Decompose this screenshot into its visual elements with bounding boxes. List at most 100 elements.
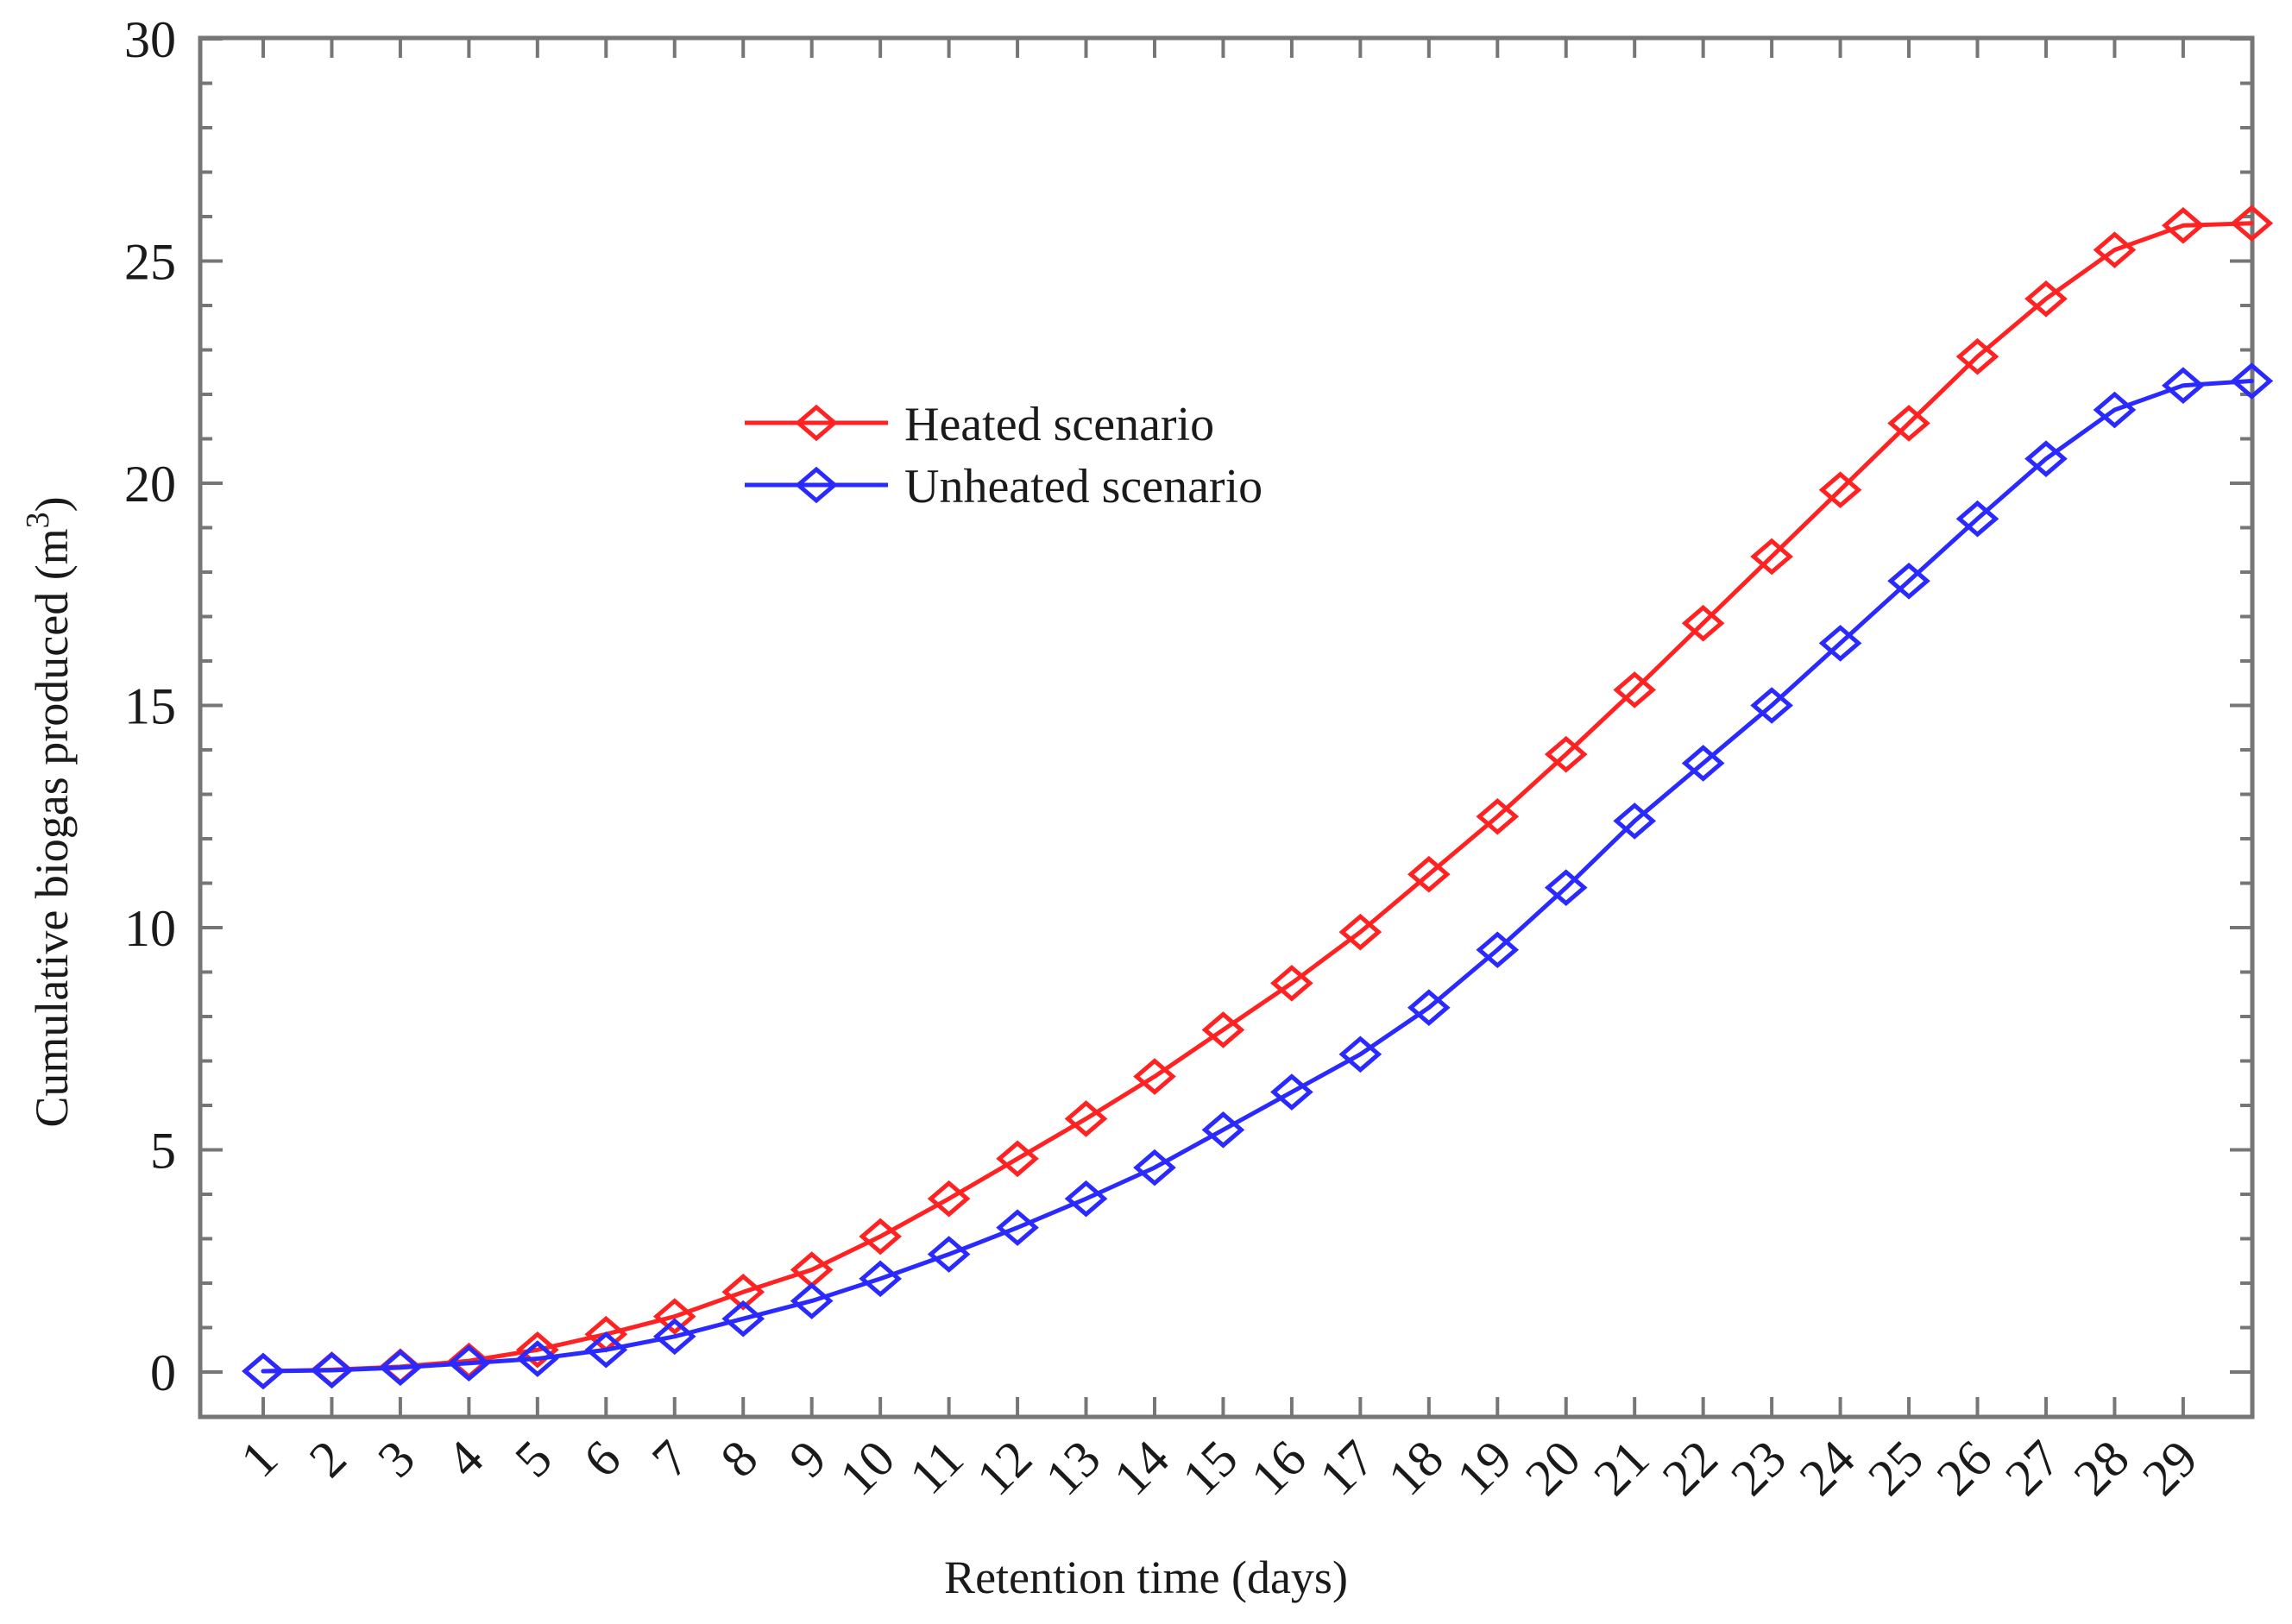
- x-tick-label: 25: [1857, 1430, 1934, 1507]
- data-point-marker: [652, 1318, 696, 1356]
- data-point-marker: [996, 1209, 1039, 1246]
- data-point-marker: [1133, 1058, 1176, 1095]
- legend-label: Heated scenario: [904, 398, 1214, 451]
- x-tick-label: 26: [1926, 1430, 2003, 1507]
- data-point-marker: [1476, 931, 1520, 969]
- data-point-marker: [996, 1140, 1039, 1178]
- x-tick-label: 14: [1103, 1430, 1180, 1507]
- x-tick-label: 4: [436, 1430, 494, 1489]
- data-point-marker: [1133, 1149, 1176, 1187]
- x-tick-label: 15: [1172, 1430, 1249, 1507]
- x-tick-label: 24: [1789, 1430, 1866, 1507]
- data-point-marker: [1201, 1011, 1245, 1048]
- y-tick-label: 0: [150, 1344, 176, 1401]
- data-point-marker: [721, 1274, 765, 1311]
- y-tick-label: 10: [124, 900, 176, 957]
- data-point-marker: [1270, 965, 1313, 1002]
- data-point-marker: [1750, 538, 1793, 576]
- x-tick-label: 5: [504, 1430, 563, 1489]
- legend-item-unheated-scenario: Unheated scenario: [745, 460, 1262, 513]
- data-point-marker: [1613, 671, 1657, 708]
- data-point-marker: [2162, 367, 2205, 404]
- data-point-marker: [2230, 362, 2274, 400]
- data-point-marker: [721, 1300, 765, 1338]
- data-point-marker: [1338, 913, 1382, 951]
- data-point-marker: [1476, 797, 1520, 835]
- x-tick-label: 16: [1240, 1430, 1317, 1507]
- legend-item-heated-scenario: Heated scenario: [745, 398, 1214, 451]
- data-point-marker: [242, 1352, 285, 1390]
- data-point-marker: [515, 1331, 559, 1369]
- series-unheated-scenario: [242, 362, 2274, 1390]
- legend: Heated scenario Unheated scenario: [745, 398, 1262, 513]
- data-point-marker: [379, 1349, 422, 1387]
- x-tick-label: 17: [1308, 1430, 1385, 1507]
- data-point-marker: [2230, 205, 2274, 242]
- y-tick-label: 30: [124, 11, 176, 68]
- data-point-marker: [927, 1180, 971, 1218]
- data-point-marker: [1407, 855, 1451, 893]
- x-tick-label: 28: [2063, 1430, 2140, 1507]
- data-point-marker: [1681, 745, 1725, 782]
- x-tick-label: 6: [573, 1430, 632, 1489]
- data-point-marker: [1544, 735, 1588, 773]
- x-tick-label: 13: [1035, 1430, 1111, 1507]
- x-tick-label: 20: [1514, 1430, 1591, 1507]
- data-point-marker: [1407, 989, 1451, 1026]
- data-point-marker: [1338, 1035, 1382, 1073]
- legend-label: Unheated scenario: [904, 460, 1262, 513]
- x-axis-title: Retention time (days): [944, 1552, 1348, 1603]
- data-point-marker: [795, 466, 838, 504]
- data-point-marker: [859, 1260, 902, 1298]
- data-point-marker: [1955, 500, 1999, 538]
- x-tick-label: 11: [898, 1430, 974, 1506]
- data-point-marker: [1955, 337, 1999, 375]
- x-tick-label: 18: [1377, 1430, 1454, 1507]
- y-axis-title: Cumulative biogas produced (m3): [20, 496, 78, 1127]
- data-point-marker: [1613, 803, 1657, 840]
- data-point-marker: [1681, 604, 1725, 642]
- x-tick-label: 22: [1652, 1430, 1728, 1507]
- x-tick-label: 21: [1583, 1430, 1659, 1507]
- x-tick-label: 29: [2131, 1430, 2208, 1507]
- y-tick-label: 5: [150, 1123, 176, 1180]
- data-point-marker: [1544, 869, 1588, 906]
- x-tick-label: 2: [299, 1430, 357, 1489]
- data-point-marker: [652, 1298, 696, 1335]
- data-point-marker: [859, 1218, 902, 1256]
- x-tick-label: 10: [828, 1430, 905, 1507]
- x-tick-label: 23: [1720, 1430, 1797, 1507]
- series-heated-scenario: [242, 205, 2274, 1390]
- x-tick-label: 27: [1994, 1430, 2071, 1507]
- data-point-marker: [2093, 231, 2137, 268]
- data-point-marker: [447, 1344, 491, 1382]
- y-tick-label: 25: [124, 234, 176, 291]
- data-point-marker: [2024, 280, 2068, 318]
- data-point-marker: [1750, 687, 1793, 724]
- data-point-marker: [927, 1236, 971, 1273]
- data-point-marker: [2162, 207, 2205, 244]
- y-tick-label: 20: [124, 456, 176, 513]
- x-tick-label: 7: [641, 1430, 700, 1489]
- y-tick-labels: 0 5 10 15 20 25 30: [124, 11, 176, 1401]
- x-tick-label: 9: [778, 1430, 837, 1489]
- data-point-marker: [1818, 625, 1862, 662]
- data-point-marker: [790, 1282, 834, 1319]
- y-tick-label: 15: [124, 678, 176, 735]
- data-point-marker: [1064, 1180, 1108, 1218]
- series-line-unheated-scenario: [261, 379, 2254, 1374]
- x-tick-label: 8: [710, 1430, 769, 1489]
- data-point-marker: [1064, 1100, 1108, 1137]
- data-point-marker: [1887, 563, 1930, 600]
- data-point-marker: [795, 404, 838, 442]
- data-point-marker: [2024, 440, 2068, 477]
- x-tick-label: 1: [230, 1430, 288, 1489]
- x-tick-label: 19: [1445, 1430, 1522, 1507]
- plot-box: [198, 35, 2255, 1419]
- data-point-marker: [1818, 471, 1862, 509]
- axis-ticks: [200, 37, 2252, 1417]
- x-tick-label: 12: [966, 1430, 1042, 1507]
- x-tick-label: 3: [367, 1430, 425, 1489]
